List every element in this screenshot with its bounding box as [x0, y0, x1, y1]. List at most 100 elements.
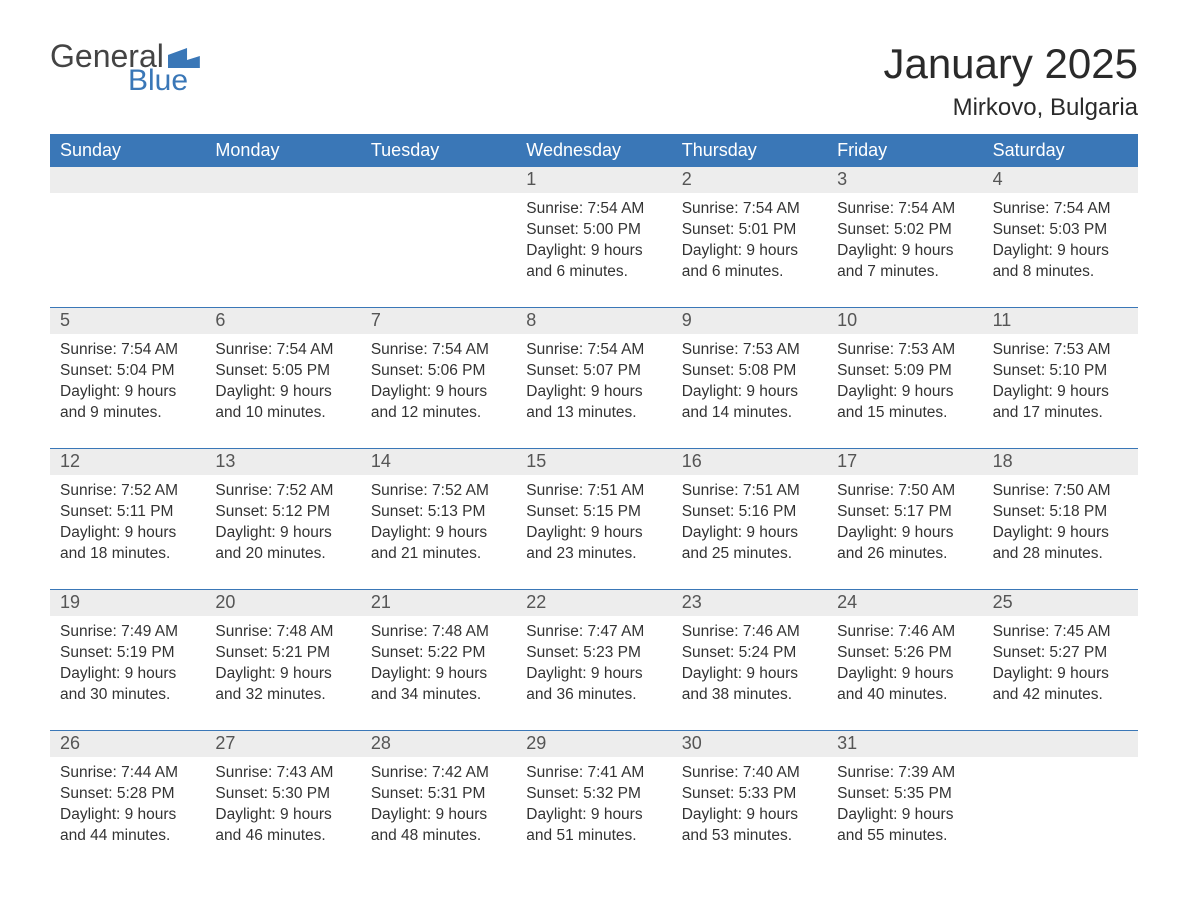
day-number: 10: [827, 308, 982, 334]
day-d1: Daylight: 9 hours: [682, 664, 817, 685]
week-row: 1234Sunrise: 7:54 AMSunset: 5:00 PMDayli…: [50, 167, 1138, 289]
day-sr: Sunrise: 7:54 AM: [215, 340, 350, 361]
empty-day-number: [50, 167, 205, 193]
header: General Blue January 2025 Mirkovo, Bulga…: [50, 40, 1138, 122]
day-sr: Sunrise: 7:50 AM: [993, 481, 1128, 502]
day-d1: Daylight: 9 hours: [837, 805, 972, 826]
day-number: 5: [50, 308, 205, 334]
logo-text-blue: Blue: [128, 66, 200, 96]
day-content: Sunrise: 7:51 AMSunset: 5:16 PMDaylight:…: [672, 475, 827, 571]
day-d1: Daylight: 9 hours: [215, 805, 350, 826]
day-d2: and 6 minutes.: [526, 262, 661, 283]
weekday-header: Saturday: [983, 134, 1138, 167]
day-number: 9: [672, 308, 827, 334]
day-d2: and 53 minutes.: [682, 826, 817, 847]
day-ss: Sunset: 5:31 PM: [371, 784, 506, 805]
empty-day-number: [205, 167, 360, 193]
day-ss: Sunset: 5:13 PM: [371, 502, 506, 523]
day-ss: Sunset: 5:23 PM: [526, 643, 661, 664]
day-sr: Sunrise: 7:45 AM: [993, 622, 1128, 643]
empty-day-number: [361, 167, 516, 193]
day-d1: Daylight: 9 hours: [682, 241, 817, 262]
empty-day-content: [361, 193, 516, 289]
day-content: Sunrise: 7:53 AMSunset: 5:08 PMDaylight:…: [672, 334, 827, 430]
day-content: Sunrise: 7:41 AMSunset: 5:32 PMDaylight:…: [516, 757, 671, 853]
day-d2: and 34 minutes.: [371, 685, 506, 706]
day-content: Sunrise: 7:51 AMSunset: 5:15 PMDaylight:…: [516, 475, 671, 571]
day-d1: Daylight: 9 hours: [526, 241, 661, 262]
day-content: Sunrise: 7:48 AMSunset: 5:21 PMDaylight:…: [205, 616, 360, 712]
day-sr: Sunrise: 7:42 AM: [371, 763, 506, 784]
day-number: 24: [827, 590, 982, 616]
empty-day-number: [983, 731, 1138, 757]
day-number: 26: [50, 731, 205, 757]
day-sr: Sunrise: 7:47 AM: [526, 622, 661, 643]
day-number: 25: [983, 590, 1138, 616]
day-d2: and 23 minutes.: [526, 544, 661, 565]
logo: General Blue: [50, 40, 200, 96]
day-ss: Sunset: 5:06 PM: [371, 361, 506, 382]
day-d2: and 46 minutes.: [215, 826, 350, 847]
day-ss: Sunset: 5:00 PM: [526, 220, 661, 241]
day-d2: and 13 minutes.: [526, 403, 661, 424]
day-sr: Sunrise: 7:54 AM: [60, 340, 195, 361]
day-content: Sunrise: 7:43 AMSunset: 5:30 PMDaylight:…: [205, 757, 360, 853]
day-number: 20: [205, 590, 360, 616]
weekday-header: Wednesday: [516, 134, 671, 167]
day-number: 22: [516, 590, 671, 616]
day-d1: Daylight: 9 hours: [215, 382, 350, 403]
day-number: 3: [827, 167, 982, 193]
day-content: Sunrise: 7:50 AMSunset: 5:18 PMDaylight:…: [983, 475, 1138, 571]
day-ss: Sunset: 5:18 PM: [993, 502, 1128, 523]
day-content: Sunrise: 7:54 AMSunset: 5:01 PMDaylight:…: [672, 193, 827, 289]
empty-day-content: [205, 193, 360, 289]
day-d2: and 17 minutes.: [993, 403, 1128, 424]
day-content: Sunrise: 7:46 AMSunset: 5:24 PMDaylight:…: [672, 616, 827, 712]
day-d2: and 6 minutes.: [682, 262, 817, 283]
day-number: 17: [827, 449, 982, 475]
weeks-container: 1234Sunrise: 7:54 AMSunset: 5:00 PMDayli…: [50, 167, 1138, 853]
day-d2: and 12 minutes.: [371, 403, 506, 424]
weekday-header: Friday: [827, 134, 982, 167]
day-d1: Daylight: 9 hours: [837, 523, 972, 544]
day-d1: Daylight: 9 hours: [837, 382, 972, 403]
day-content: Sunrise: 7:54 AMSunset: 5:03 PMDaylight:…: [983, 193, 1138, 289]
empty-day-content: [50, 193, 205, 289]
week-row: 12131415161718Sunrise: 7:52 AMSunset: 5:…: [50, 448, 1138, 571]
day-d1: Daylight: 9 hours: [837, 664, 972, 685]
day-d2: and 15 minutes.: [837, 403, 972, 424]
day-number: 14: [361, 449, 516, 475]
day-sr: Sunrise: 7:54 AM: [682, 199, 817, 220]
day-ss: Sunset: 5:10 PM: [993, 361, 1128, 382]
day-number: 15: [516, 449, 671, 475]
day-d1: Daylight: 9 hours: [215, 664, 350, 685]
day-d1: Daylight: 9 hours: [526, 382, 661, 403]
week-row: 262728293031Sunrise: 7:44 AMSunset: 5:28…: [50, 730, 1138, 853]
day-ss: Sunset: 5:33 PM: [682, 784, 817, 805]
day-d1: Daylight: 9 hours: [215, 523, 350, 544]
day-content: Sunrise: 7:52 AMSunset: 5:13 PMDaylight:…: [361, 475, 516, 571]
day-ss: Sunset: 5:02 PM: [837, 220, 972, 241]
day-number: 13: [205, 449, 360, 475]
day-d2: and 8 minutes.: [993, 262, 1128, 283]
weekday-header: Tuesday: [361, 134, 516, 167]
day-number: 6: [205, 308, 360, 334]
day-content: Sunrise: 7:50 AMSunset: 5:17 PMDaylight:…: [827, 475, 982, 571]
day-ss: Sunset: 5:15 PM: [526, 502, 661, 523]
day-sr: Sunrise: 7:50 AM: [837, 481, 972, 502]
day-d2: and 9 minutes.: [60, 403, 195, 424]
day-d2: and 25 minutes.: [682, 544, 817, 565]
day-sr: Sunrise: 7:54 AM: [837, 199, 972, 220]
day-sr: Sunrise: 7:48 AM: [215, 622, 350, 643]
day-content: Sunrise: 7:54 AMSunset: 5:04 PMDaylight:…: [50, 334, 205, 430]
day-number: 7: [361, 308, 516, 334]
day-d1: Daylight: 9 hours: [60, 805, 195, 826]
day-number: 19: [50, 590, 205, 616]
day-d1: Daylight: 9 hours: [993, 523, 1128, 544]
day-number: 2: [672, 167, 827, 193]
day-number: 21: [361, 590, 516, 616]
day-number: 4: [983, 167, 1138, 193]
day-number: 27: [205, 731, 360, 757]
day-ss: Sunset: 5:19 PM: [60, 643, 195, 664]
day-d1: Daylight: 9 hours: [993, 664, 1128, 685]
